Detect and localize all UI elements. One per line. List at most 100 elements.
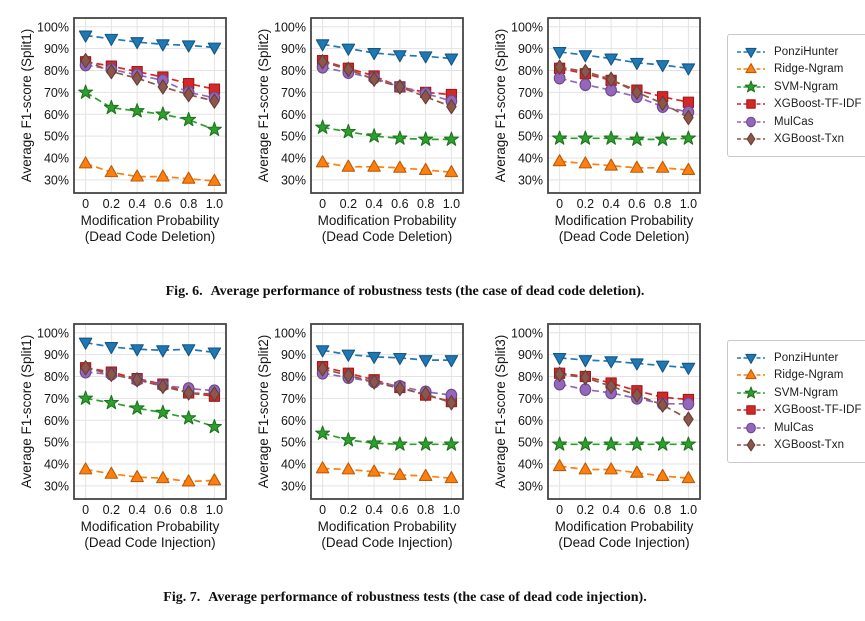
svg-text:60%: 60%: [281, 414, 306, 428]
svg-text:Modification Probability: Modification Probability: [555, 519, 694, 534]
svg-text:100%: 100%: [37, 326, 69, 340]
svg-text:Average F1-score (Split3): Average F1-score (Split3): [493, 29, 508, 183]
legend-entry-xgboost-tfidf: XGBoost-TF-IDF: [735, 402, 862, 420]
svg-text:0: 0: [82, 197, 89, 211]
svg-text:60%: 60%: [518, 108, 543, 122]
svg-text:40%: 40%: [281, 152, 306, 166]
svg-text:30%: 30%: [281, 479, 306, 493]
svg-text:Modification Probability: Modification Probability: [318, 519, 457, 534]
svg-text:70%: 70%: [44, 392, 69, 406]
svg-text:80%: 80%: [518, 370, 543, 384]
svg-text:0.2: 0.2: [577, 503, 594, 517]
svg-text:0.8: 0.8: [654, 197, 671, 211]
svg-text:50%: 50%: [44, 436, 69, 450]
svg-text:0.6: 0.6: [391, 503, 408, 517]
svg-text:0.8: 0.8: [180, 503, 197, 517]
svm-ngram-marker-icon: [737, 80, 765, 93]
svg-text:0.6: 0.6: [154, 197, 171, 211]
xgboost-txn-marker-icon: [737, 132, 765, 146]
svg-text:1.0: 1.0: [206, 197, 223, 211]
legend-entry-svm-ngram: SVM-Ngram: [735, 78, 862, 96]
legend-entry-svm-ngram: SVM-Ngram: [735, 384, 862, 402]
chart-injection-split3: 30% 40% 50% 60% 70% 80% 90% 100% 0 0.2 0.4 0.6 0.8 1.…: [493, 323, 701, 550]
xgboost-tfidf-marker-icon: [737, 99, 765, 109]
legend-entry-xgboost-tfidf: XGBoost-TF-IDF: [735, 96, 862, 114]
svg-text:90%: 90%: [281, 348, 306, 362]
svm-ngram-marker-icon: [737, 386, 765, 399]
svg-text:Average F1-score (Split1): Average F1-score (Split1): [19, 335, 34, 489]
svg-text:30%: 30%: [518, 479, 543, 493]
chart-injection-split2: 30% 40% 50% 60% 70% 80% 90% 100% 0 0.2 0.4 0.6 0.8 1.…: [256, 323, 464, 550]
svg-text:Average F1-score (Split1): Average F1-score (Split1): [19, 29, 34, 183]
svg-text:Modification Probability: Modification Probability: [555, 213, 694, 228]
legend-entry-xgboost-txn: XGBoost-Txn: [735, 437, 862, 455]
svg-text:70%: 70%: [44, 86, 69, 100]
svg-text:(Dead Code Injection): (Dead Code Injection): [321, 535, 452, 550]
svg-text:60%: 60%: [518, 414, 543, 428]
mulcas-marker-icon: [737, 116, 765, 128]
svg-text:0.8: 0.8: [654, 503, 671, 517]
svg-text:70%: 70%: [518, 392, 543, 406]
svg-text:0: 0: [319, 503, 326, 517]
legend-entry-mulcas: MulCas: [735, 113, 862, 131]
figure-7-caption: Fig. 7. Average performance of robustness…: [0, 590, 810, 606]
legend-label: XGBoost-Txn: [774, 439, 845, 452]
legend-entry-ridge-ngram: Ridge-Ngram: [735, 61, 862, 79]
svg-text:Modification Probability: Modification Probability: [318, 213, 457, 228]
svg-text:(Dead Code Injection): (Dead Code Injection): [558, 535, 689, 550]
svg-text:Modification Probability: Modification Probability: [81, 213, 220, 228]
svg-text:80%: 80%: [518, 64, 543, 78]
svg-text:0.6: 0.6: [391, 197, 408, 211]
svg-text:80%: 80%: [281, 370, 306, 384]
svg-text:0.2: 0.2: [103, 197, 120, 211]
legend-label: MulCas: [774, 115, 814, 128]
chart-deletion-split2: 30% 40% 50% 60% 70% 80% 90% 100% 0 0.2 0.4 0.6 0.8 1.…: [256, 17, 464, 244]
svg-text:100%: 100%: [511, 20, 543, 34]
svg-text:70%: 70%: [518, 86, 543, 100]
legend-entry-xgboost-txn: XGBoost-Txn: [735, 131, 862, 149]
svg-text:0.6: 0.6: [154, 503, 171, 517]
svg-text:90%: 90%: [518, 348, 543, 362]
svg-text:0: 0: [556, 197, 563, 211]
svg-text:40%: 40%: [518, 152, 543, 166]
legend-box-fig6: PonziHunter Ridge-Ngram SVM-Ngram XGBoos…: [727, 34, 865, 157]
svg-text:30%: 30%: [44, 479, 69, 493]
xgboost-tfidf-marker-icon: [737, 405, 765, 415]
svg-text:100%: 100%: [274, 20, 306, 34]
svg-text:0: 0: [82, 503, 89, 517]
svg-text:40%: 40%: [518, 458, 543, 472]
svg-text:60%: 60%: [44, 414, 69, 428]
svg-text:0.2: 0.2: [103, 503, 120, 517]
svg-text:0.4: 0.4: [602, 503, 619, 517]
svg-text:0: 0: [556, 503, 563, 517]
figure-6-caption: Fig. 6. Average performance of robustness…: [0, 284, 810, 300]
svg-text:0.8: 0.8: [417, 503, 434, 517]
svg-text:90%: 90%: [281, 42, 306, 56]
svg-text:70%: 70%: [281, 86, 306, 100]
figure-7-caption-text: Average performance of robustness tests …: [208, 590, 647, 605]
chart-deletion-split1: 30% 40% 50% 60% 70% 80% 90% 100% 0 0.2 0.4 0.6 0.8 1.…: [19, 17, 227, 244]
legend-label: XGBoost-TF-IDF: [774, 404, 862, 417]
figure-7-caption-label: Fig. 7.: [163, 590, 201, 605]
figure-7-chart-row: 30% 40% 50% 60% 70% 80% 90% 100% 0 0.2 0.4 0.6 0.8 1.…: [0, 300, 865, 568]
svg-text:50%: 50%: [281, 436, 306, 450]
svg-text:90%: 90%: [44, 348, 69, 362]
legend-label: SVM-Ngram: [774, 80, 839, 93]
svg-text:50%: 50%: [281, 130, 306, 144]
legend-label: MulCas: [774, 421, 814, 434]
svg-text:0.2: 0.2: [577, 197, 594, 211]
svg-text:30%: 30%: [518, 173, 543, 187]
svg-text:Modification Probability: Modification Probability: [81, 519, 220, 534]
svg-text:Average F1-score (Split2): Average F1-score (Split2): [256, 29, 271, 183]
svg-text:0.2: 0.2: [340, 197, 357, 211]
svg-text:50%: 50%: [44, 130, 69, 144]
mulcas-marker-icon: [737, 422, 765, 434]
legend-label: PonziHunter: [774, 45, 839, 58]
svg-text:0.6: 0.6: [628, 503, 645, 517]
svg-text:40%: 40%: [44, 458, 69, 472]
svg-text:40%: 40%: [281, 458, 306, 472]
svg-text:1.0: 1.0: [443, 197, 460, 211]
svg-text:90%: 90%: [518, 42, 543, 56]
legend-label: XGBoost-Txn: [774, 133, 845, 146]
